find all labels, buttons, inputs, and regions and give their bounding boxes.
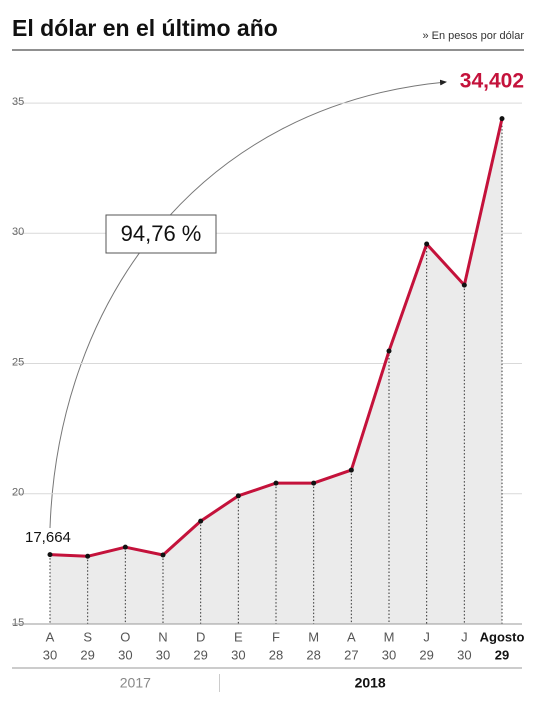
x-tick-label: D (196, 629, 205, 644)
x-tick-day: 30 (43, 647, 57, 662)
x-tick-label: M (308, 629, 319, 644)
x-tick-day: 30 (156, 647, 170, 662)
x-tick-day: 28 (269, 647, 283, 662)
x-tick-day: 30 (118, 647, 132, 662)
chart-title: El dólar en el último año (12, 15, 278, 41)
y-tick-label: 25 (12, 356, 24, 368)
chart-subtitle: » En pesos por dólar (422, 30, 524, 42)
point (160, 552, 166, 558)
x-tick-label: N (158, 629, 167, 644)
point (386, 348, 392, 354)
point (122, 544, 128, 550)
x-tick-label: O (120, 629, 130, 644)
x-tick-day: 29 (419, 647, 433, 662)
annotation: 94,76 % (121, 221, 202, 246)
x-tick-label: M (384, 629, 395, 644)
x-tick-day: 29 (80, 647, 94, 662)
point (235, 493, 241, 499)
x-tick-label: F (272, 629, 280, 644)
point (461, 282, 467, 288)
area (50, 118, 502, 625)
point (85, 553, 91, 559)
x-tick-label: J (461, 629, 468, 644)
year-label: 2017 (120, 675, 151, 691)
x-tick-label: S (83, 629, 92, 644)
x-tick-label: E (234, 629, 243, 644)
x-tick-label: A (347, 629, 356, 644)
x-tick-label: Agosto (480, 629, 525, 644)
y-tick-label: 35 (12, 96, 24, 108)
annotation-box (105, 214, 217, 254)
y-tick-label: 20 (12, 487, 24, 499)
x-tick-label: J (423, 629, 430, 644)
x-tick-day: 28 (306, 647, 320, 662)
x-tick-day: 30 (457, 647, 471, 662)
year-label: 2018 (355, 675, 386, 691)
x-tick-day: 30 (231, 647, 245, 662)
y-tick-label: 15 (12, 617, 24, 629)
point (198, 518, 204, 524)
x-tick-label: A (46, 629, 55, 644)
point (499, 116, 505, 122)
value-label: 17,664 (25, 529, 71, 546)
point (424, 241, 430, 247)
x-tick-day: 27 (344, 647, 358, 662)
x-tick-day: 29 (495, 647, 509, 662)
point (273, 480, 279, 486)
point (47, 552, 53, 558)
point (348, 467, 354, 473)
y-tick-label: 30 (12, 226, 24, 238)
point (311, 480, 317, 486)
x-tick-day: 30 (382, 647, 396, 662)
x-tick-day: 29 (193, 647, 207, 662)
value-label: 34,402 (460, 70, 524, 93)
